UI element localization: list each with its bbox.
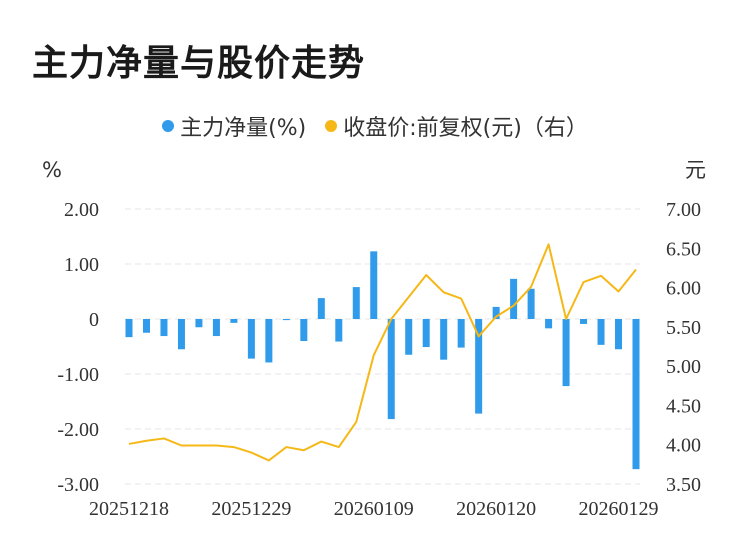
page-title: 主力净量与股价走势 [32, 43, 366, 84]
bar[interactable] [370, 251, 378, 319]
bar[interactable] [195, 319, 203, 328]
bar[interactable] [562, 319, 570, 387]
bar-series [125, 251, 640, 470]
bar[interactable] [457, 319, 465, 348]
close-price-line [128, 243, 637, 462]
bar[interactable] [300, 319, 308, 341]
legend-dot-close-price [325, 120, 338, 132]
bar[interactable] [615, 319, 623, 350]
bar[interactable] [405, 319, 413, 355]
legend: 主力净量(%) 收盘价:前复权(元)（右） [0, 110, 750, 142]
right-tick-label: 4.50 [666, 395, 701, 417]
bar[interactable] [422, 319, 430, 348]
left-tick-label: 1.00 [64, 254, 99, 276]
bar[interactable] [545, 319, 553, 329]
bar[interactable] [160, 319, 168, 337]
bar[interactable] [125, 319, 133, 338]
bar[interactable] [440, 319, 448, 360]
legend-label-close-price: 收盘价:前复权(元)（右） [343, 116, 588, 141]
bar[interactable] [597, 319, 605, 345]
bar[interactable] [492, 306, 500, 319]
right-tick-label: 6.00 [666, 278, 701, 300]
legend-label-net-flow: 主力净量(%) [180, 116, 307, 141]
bar[interactable] [177, 319, 185, 350]
bar[interactable] [510, 278, 518, 319]
left-axis-unit: % [42, 158, 62, 182]
left-tick-label: 2.00 [64, 199, 99, 221]
axes: % 元 2.00 1.00 0 -1.00 -2.00 -3.00 7.00 6.50 6.00… [42, 158, 706, 520]
right-axis-unit: 元 [685, 158, 706, 182]
x-tick-label: 20260120 [456, 498, 536, 520]
legend-dot-net-flow [162, 120, 175, 132]
bar[interactable] [632, 319, 640, 470]
bar[interactable] [317, 298, 325, 319]
x-tick-label: 20260129 [579, 498, 659, 520]
right-tick-label: 5.50 [666, 317, 701, 339]
bar[interactable] [265, 319, 273, 363]
legend-item-net-flow[interactable]: 主力净量(%) [162, 110, 306, 142]
bar[interactable] [335, 319, 343, 342]
bar[interactable] [527, 288, 535, 319]
bar[interactable] [247, 319, 255, 359]
right-tick-label: 4.00 [666, 435, 701, 457]
left-tick-label: -1.00 [57, 364, 99, 386]
bar[interactable] [230, 319, 238, 323]
bar[interactable] [212, 319, 220, 337]
legend-item-close-price[interactable]: 收盘价:前复权(元)（右） [325, 110, 588, 142]
left-tick-label: -2.00 [57, 419, 99, 441]
left-tick-label: -3.00 [57, 474, 99, 496]
x-tick-label: 20251218 [89, 498, 169, 520]
right-tick-label: 5.00 [666, 356, 701, 378]
bar[interactable] [142, 319, 150, 333]
bar[interactable] [580, 319, 588, 324]
right-tick-label: 3.50 [666, 474, 701, 496]
x-tick-label: 20251229 [211, 498, 291, 520]
bar[interactable] [352, 287, 360, 319]
left-tick-label: 0 [89, 309, 99, 331]
bar[interactable] [387, 319, 395, 420]
line-series [128, 243, 637, 462]
bar[interactable] [475, 319, 483, 414]
x-tick-label: 20260109 [334, 498, 414, 520]
right-tick-label: 7.00 [666, 199, 701, 221]
right-tick-label: 6.50 [666, 238, 701, 260]
bar[interactable] [282, 319, 290, 321]
gridlines [125, 208, 640, 485]
